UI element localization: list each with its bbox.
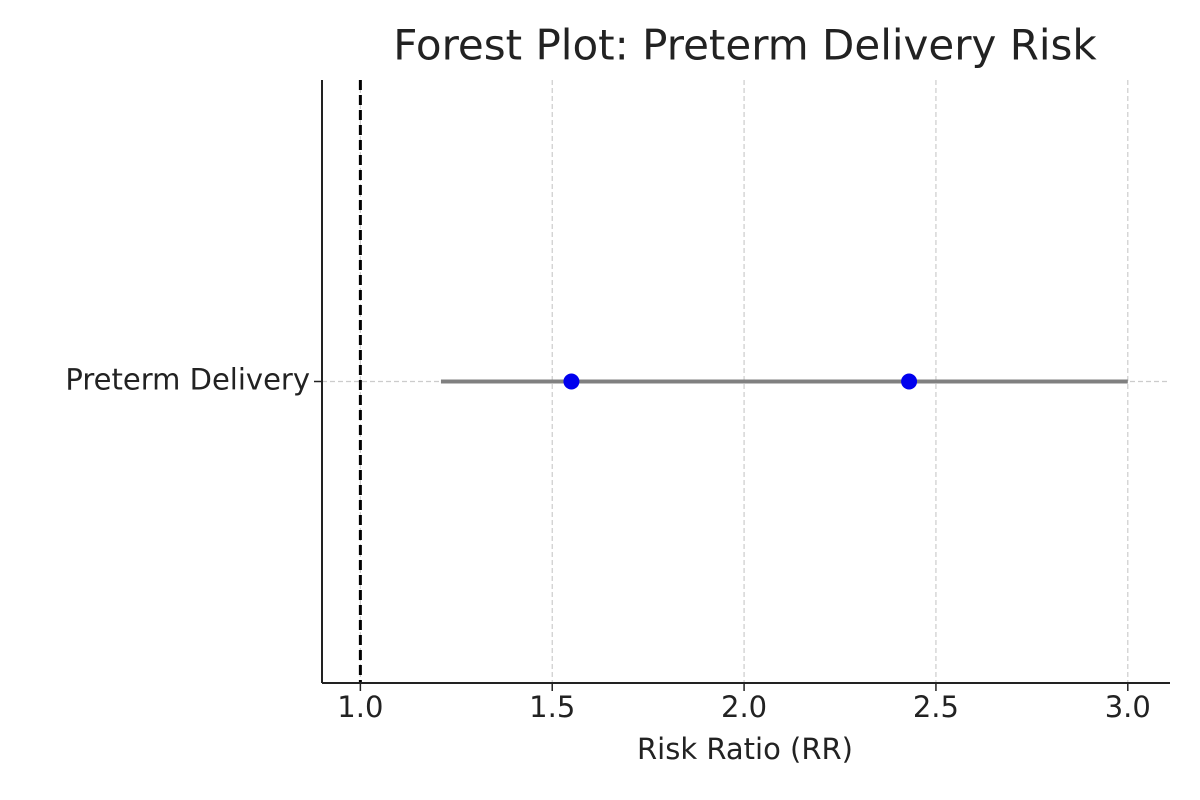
point-estimate [901, 373, 918, 390]
x-axis-label: Risk Ratio (RR) [637, 732, 853, 766]
y-tick-label: Preterm Delivery [65, 363, 310, 397]
point-estimate [563, 373, 580, 390]
chart-title: Forest Plot: Preterm Delivery Risk [393, 21, 1097, 70]
x-tick-label: 1.5 [529, 690, 575, 724]
x-tick-label: 3.0 [1105, 690, 1151, 724]
x-tick-label: 2.5 [913, 690, 959, 724]
x-tick-label: 1.0 [337, 690, 383, 724]
x-tick-label: 2.0 [721, 690, 767, 724]
